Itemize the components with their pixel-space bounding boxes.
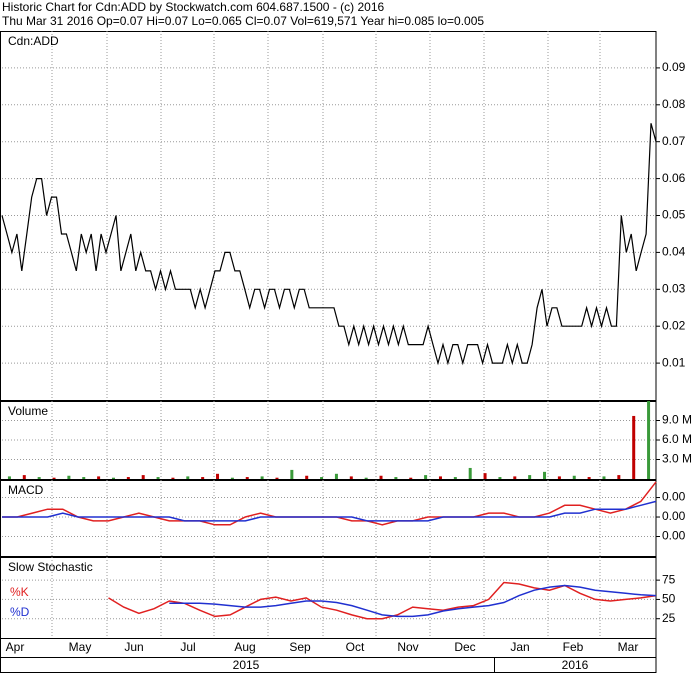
volume-bar: [647, 401, 651, 479]
volume-bar: [468, 467, 472, 479]
volume-bar: [7, 476, 11, 479]
volume-bar: [216, 473, 220, 479]
x-month-label: Dec: [454, 640, 475, 654]
volume-bar: [22, 475, 26, 479]
volume-bar: [97, 476, 101, 479]
y-tick-label: 0.09: [662, 60, 686, 74]
y-tick-label: 0.05: [662, 208, 686, 222]
volume-bar: [111, 477, 115, 479]
volume-bar: [320, 477, 324, 479]
panel-frame: [0, 480, 657, 557]
volume-bar: [364, 477, 368, 479]
x-month-label: Nov: [397, 640, 418, 654]
x-month-label: Jul: [180, 640, 195, 654]
volume-bar: [557, 476, 561, 479]
panel-title: Cdn:ADD: [8, 34, 59, 48]
header-line2: Thu Mar 31 2016 Op=0.07 Hi=0.07 Lo=0.065…: [2, 14, 484, 28]
x-month-label: Jan: [510, 640, 529, 654]
panel-title: MACD: [8, 483, 44, 497]
volume-bar: [82, 477, 86, 479]
series-line: [1, 123, 657, 366]
volume-bar: [230, 477, 234, 479]
volume-bar: [513, 476, 517, 479]
volume-bar: [528, 475, 532, 479]
volume-bar: [572, 475, 576, 479]
header-line1: Historic Chart for Cdn:ADD by Stockwatch…: [2, 0, 384, 14]
volume-bar: [602, 476, 606, 479]
volume-bar: [260, 476, 264, 479]
y-tick-label: 0.00: [662, 529, 686, 543]
y-tick-label: 6.0 M: [662, 432, 692, 446]
y-tick-label: 0.00: [662, 490, 686, 504]
volume-bar: [498, 477, 502, 479]
volume-bar: [424, 475, 428, 479]
volume-bar: [141, 475, 145, 479]
y-tick-label: 75: [662, 572, 676, 586]
volume-bar: [632, 415, 636, 479]
x-axis-frame: [0, 638, 657, 673]
volume-bar: [305, 475, 309, 479]
y-tick-label: 50: [662, 592, 676, 606]
volume-bar: [245, 477, 249, 479]
volume-bar: [126, 477, 130, 479]
x-month-label: Apr: [6, 640, 25, 654]
x-month-label: May: [69, 640, 92, 654]
volume-bar: [543, 471, 547, 479]
volume-bar: [438, 476, 442, 479]
x-month-label: Mar: [618, 640, 639, 654]
volume-bar: [37, 477, 41, 479]
x-month-label: Feb: [563, 640, 584, 654]
panel-title: Volume: [8, 404, 48, 418]
x-year-label: 2016: [562, 658, 589, 672]
volume-bar: [186, 476, 190, 479]
y-tick-label: 0.01: [662, 355, 686, 369]
y-tick-label: 25: [662, 611, 676, 625]
y-tick-label: 0.03: [662, 281, 686, 295]
volume-bar: [290, 469, 294, 479]
x-month-label: Oct: [346, 640, 365, 654]
y-tick-label: 9.0 M: [662, 413, 692, 427]
volume-bar: [201, 477, 205, 479]
y-tick-label: 0.02: [662, 318, 686, 332]
y-tick-label: 0.00: [662, 509, 686, 523]
volume-bar: [409, 477, 413, 479]
volume-bar: [334, 473, 338, 479]
legend-entry: %K: [10, 585, 29, 599]
volume-bar: [394, 477, 398, 479]
volume-bar: [171, 477, 175, 479]
panel-title: Slow Stochastic: [8, 560, 93, 574]
series-line: [2, 500, 657, 522]
volume-bar: [617, 475, 621, 479]
legend-entry: %D: [10, 605, 30, 619]
y-tick-label: 0.07: [662, 134, 686, 148]
y-tick-label: 0.06: [662, 171, 686, 185]
x-year-label: 2015: [233, 658, 260, 672]
volume-bar: [453, 477, 457, 479]
x-month-label: Jun: [124, 640, 143, 654]
volume-bar: [483, 473, 487, 479]
y-tick-label: 3.0 M: [662, 452, 692, 466]
series-line: [169, 584, 657, 618]
x-month-label: Aug: [234, 640, 255, 654]
x-month-label: Sep: [289, 640, 311, 654]
volume-bar: [52, 477, 56, 479]
y-tick-label: 0.08: [662, 97, 686, 111]
volume-bar: [67, 475, 71, 479]
volume-bar: [379, 475, 383, 479]
volume-bar: [349, 476, 353, 479]
volume-bar: [587, 477, 591, 479]
volume-bar: [156, 477, 160, 479]
volume-bar: [275, 477, 279, 479]
y-tick-label: 0.04: [662, 245, 686, 259]
